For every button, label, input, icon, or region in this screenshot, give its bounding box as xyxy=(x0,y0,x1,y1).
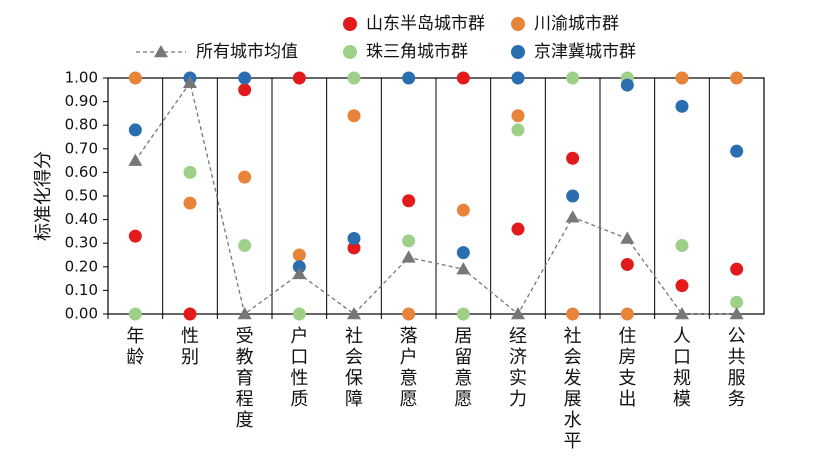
mean-series-line xyxy=(134,81,737,316)
mean-marker xyxy=(511,307,525,320)
point-4 xyxy=(566,189,580,203)
point-4 xyxy=(456,246,470,260)
mean-marker xyxy=(183,75,197,88)
x-category-label: 人口规模 xyxy=(673,326,691,410)
legend-marker-2 xyxy=(511,17,525,31)
point-1 xyxy=(730,262,744,276)
point-1 xyxy=(511,222,525,236)
mean-marker xyxy=(237,307,252,320)
legend-marker-1 xyxy=(343,17,357,31)
x-category-label: 落户意愿 xyxy=(400,326,418,410)
point-4 xyxy=(128,123,142,137)
point-2 xyxy=(675,71,689,85)
x-category-label: 公共服务 xyxy=(728,326,746,410)
point-2 xyxy=(402,307,416,321)
mean-marker xyxy=(347,307,361,320)
legend-marker-3 xyxy=(343,45,357,59)
mean-marker xyxy=(292,266,307,280)
point-1 xyxy=(238,83,252,97)
point-2 xyxy=(511,109,525,123)
point-1 xyxy=(456,71,470,85)
y-tick-label: 0.10 xyxy=(65,281,98,299)
y-tick-label: 0.30 xyxy=(65,234,98,252)
legend-label: 珠三角城市群 xyxy=(366,42,468,62)
point-2 xyxy=(730,71,744,85)
y-tick-label: 0.00 xyxy=(65,305,98,323)
x-category-label: 经济实力 xyxy=(509,326,527,410)
legend-marker-mean xyxy=(154,45,168,58)
point-3 xyxy=(456,307,470,321)
x-category-label: 受教育程度 xyxy=(236,326,254,431)
point-1 xyxy=(183,307,197,321)
point-3 xyxy=(402,234,416,248)
point-4 xyxy=(402,71,416,85)
point-2 xyxy=(566,307,580,321)
y-tick-label: 0.80 xyxy=(65,116,98,134)
point-1 xyxy=(292,71,306,85)
y-tick-label: 0.90 xyxy=(65,92,98,110)
point-1 xyxy=(402,194,416,208)
point-3 xyxy=(730,295,744,309)
point-4 xyxy=(675,99,689,113)
point-4 xyxy=(730,144,744,158)
x-category-label: 社会保障 xyxy=(345,326,363,410)
plot-area: 0.00 0.10 0.20 0.30 0.40 0.50 0.60 0.70 0.80 0.90… xyxy=(65,69,765,452)
x-category-label: 年龄 xyxy=(126,326,144,368)
point-1 xyxy=(620,257,634,271)
point-4 xyxy=(511,71,525,85)
y-tick-label: 0.60 xyxy=(65,163,98,181)
x-category-label: 社会发展水平 xyxy=(564,326,582,452)
point-1 xyxy=(128,229,142,243)
point-2 xyxy=(456,203,470,217)
point-4 xyxy=(620,78,634,92)
legend-marker-4 xyxy=(511,45,525,59)
x-category-label: 性别 xyxy=(181,326,199,368)
point-3 xyxy=(238,239,252,253)
x-category-label: 户口性质 xyxy=(290,326,308,410)
point-3 xyxy=(128,307,142,321)
x-category-label: 居留意愿 xyxy=(454,326,472,410)
point-1 xyxy=(566,151,580,165)
point-3 xyxy=(511,123,525,137)
point-2 xyxy=(347,109,361,123)
point-4 xyxy=(347,231,361,245)
y-tick-label: 0.40 xyxy=(65,210,98,228)
point-2 xyxy=(128,71,142,85)
point-2 xyxy=(292,248,306,262)
point-3 xyxy=(183,165,197,179)
point-4 xyxy=(292,260,306,274)
point-1 xyxy=(347,241,361,255)
mean-marker xyxy=(456,262,471,275)
mean-marker xyxy=(401,250,416,263)
point-4 xyxy=(238,71,252,85)
y-tick-label: 0.50 xyxy=(65,187,98,205)
point-3 xyxy=(675,239,689,253)
mean-marker xyxy=(128,153,143,166)
mean-marker xyxy=(675,307,689,320)
y-tick-label: 1.00 xyxy=(65,69,98,87)
point-3 xyxy=(566,71,580,85)
point-3 xyxy=(292,307,306,321)
point-1 xyxy=(675,279,689,293)
y-tick-label: 0.20 xyxy=(65,257,98,275)
mean-marker xyxy=(729,307,744,320)
x-category-label: 住房支出 xyxy=(618,326,636,410)
point-2 xyxy=(620,307,634,321)
legend-label: 川渝城市群 xyxy=(534,14,619,34)
legend-label: 所有城市均值 xyxy=(196,42,298,62)
point-2 xyxy=(183,196,197,210)
mean-marker xyxy=(620,231,635,244)
legend-label: 山东半岛城市群 xyxy=(366,14,485,34)
point-2 xyxy=(238,170,252,184)
mean-marker xyxy=(565,210,580,223)
y-axis-label: 标准化得分 xyxy=(33,151,54,241)
y-tick-label: 0.70 xyxy=(65,139,98,157)
point-3 xyxy=(347,71,361,85)
legend-label: 京津冀城市群 xyxy=(534,42,636,62)
